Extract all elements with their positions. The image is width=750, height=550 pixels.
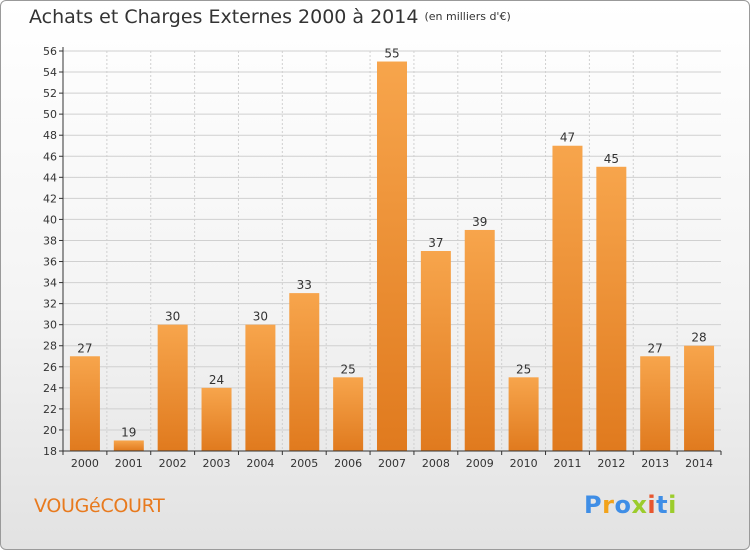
bar — [684, 345, 715, 451]
x-tick-label: 2000 — [71, 457, 99, 470]
y-tick-label: 38 — [43, 234, 57, 247]
commune-name: VOUGéCOURT — [34, 495, 165, 517]
bar — [69, 356, 100, 451]
logo-letter: i — [668, 491, 677, 519]
y-tick-label: 20 — [43, 424, 57, 437]
y-tick-label: 34 — [43, 277, 57, 290]
data-label: 19 — [121, 425, 136, 439]
y-tick-label: 30 — [43, 319, 57, 332]
y-tick-label: 56 — [43, 45, 57, 58]
data-label: 30 — [165, 310, 180, 324]
x-tick-label: 2004 — [246, 457, 274, 470]
y-tick-label: 24 — [43, 382, 57, 395]
bars: 27 19 30 24 30 33 25 55 37 39 25 47 45 27 28 — [69, 47, 715, 452]
y-tick-label: 40 — [43, 213, 57, 226]
bar — [157, 324, 188, 451]
bar — [245, 324, 276, 451]
logo-letter: o — [614, 491, 632, 519]
logo-letter: P — [584, 491, 603, 519]
data-label: 37 — [428, 236, 443, 250]
bar — [201, 387, 232, 451]
chart-unit-label: (en milliers d'€) — [424, 10, 511, 23]
bar — [552, 145, 583, 451]
bar — [508, 377, 539, 451]
x-tick-label: 2011 — [553, 457, 581, 470]
data-label: 55 — [384, 47, 399, 61]
data-label: 39 — [472, 215, 487, 229]
y-tick-label: 28 — [43, 340, 57, 353]
y-tick-label: 32 — [43, 298, 57, 311]
data-label: 33 — [297, 278, 312, 292]
y-tick-label: 42 — [43, 192, 57, 205]
x-tick-label: 2006 — [334, 457, 362, 470]
logo-letter: x — [631, 491, 648, 519]
y-tick-label: 48 — [43, 129, 57, 142]
data-label: 25 — [340, 362, 355, 376]
data-label: 27 — [77, 341, 92, 355]
proxiti-logo[interactable]: Proxiti — [584, 491, 677, 519]
x-tick-label: 2013 — [641, 457, 669, 470]
y-tick-label: 50 — [43, 108, 57, 121]
x-tick-label: 2008 — [422, 457, 450, 470]
bar — [377, 61, 407, 452]
x-tick-label: 2012 — [597, 457, 625, 470]
x-tick-label: 2001 — [115, 457, 143, 470]
y-tick-label: 44 — [43, 171, 57, 184]
x-tick-label: 2005 — [290, 457, 318, 470]
data-label: 25 — [516, 362, 531, 376]
data-label: 47 — [560, 131, 575, 145]
x-tick-label: 2014 — [685, 457, 713, 470]
y-tick-label: 22 — [43, 403, 57, 416]
y-tick-label: 52 — [43, 87, 57, 100]
y-tick-label: 46 — [43, 150, 57, 163]
bar — [333, 377, 364, 451]
bar — [420, 251, 451, 451]
y-tick-label: 36 — [43, 256, 57, 269]
bar — [289, 293, 320, 451]
x-tick-label: 2009 — [466, 457, 494, 470]
bar — [464, 229, 495, 451]
bar — [640, 356, 671, 451]
data-label: 45 — [604, 152, 619, 166]
data-label: 30 — [253, 310, 268, 324]
bar — [596, 166, 627, 451]
chart-title: Achats et Charges Externes 2000 à 2014 — [29, 6, 419, 28]
x-tick-label: 2010 — [510, 457, 538, 470]
y-tick-label: 18 — [43, 445, 57, 458]
data-label: 24 — [209, 373, 224, 387]
x-tick-label: 2002 — [159, 457, 187, 470]
data-label: 27 — [648, 341, 663, 355]
axes: 18 20 22 24 26 28 30 32 34 36 38 40 42 44 46 48 50 52 54 56… — [43, 45, 722, 470]
x-tick-label: 2007 — [378, 457, 406, 470]
logo-letter: i — [647, 491, 657, 519]
logo-letter: t — [656, 491, 669, 519]
bar — [113, 440, 144, 451]
chart-title-block: Achats et Charges Externes 2000 à 2014 (e… — [29, 6, 511, 28]
x-tick-label: 2003 — [203, 457, 231, 470]
data-label: 28 — [691, 331, 706, 345]
y-tick-label: 26 — [43, 361, 57, 374]
y-tick-label: 54 — [43, 66, 57, 79]
logo-letter: r — [602, 491, 615, 519]
